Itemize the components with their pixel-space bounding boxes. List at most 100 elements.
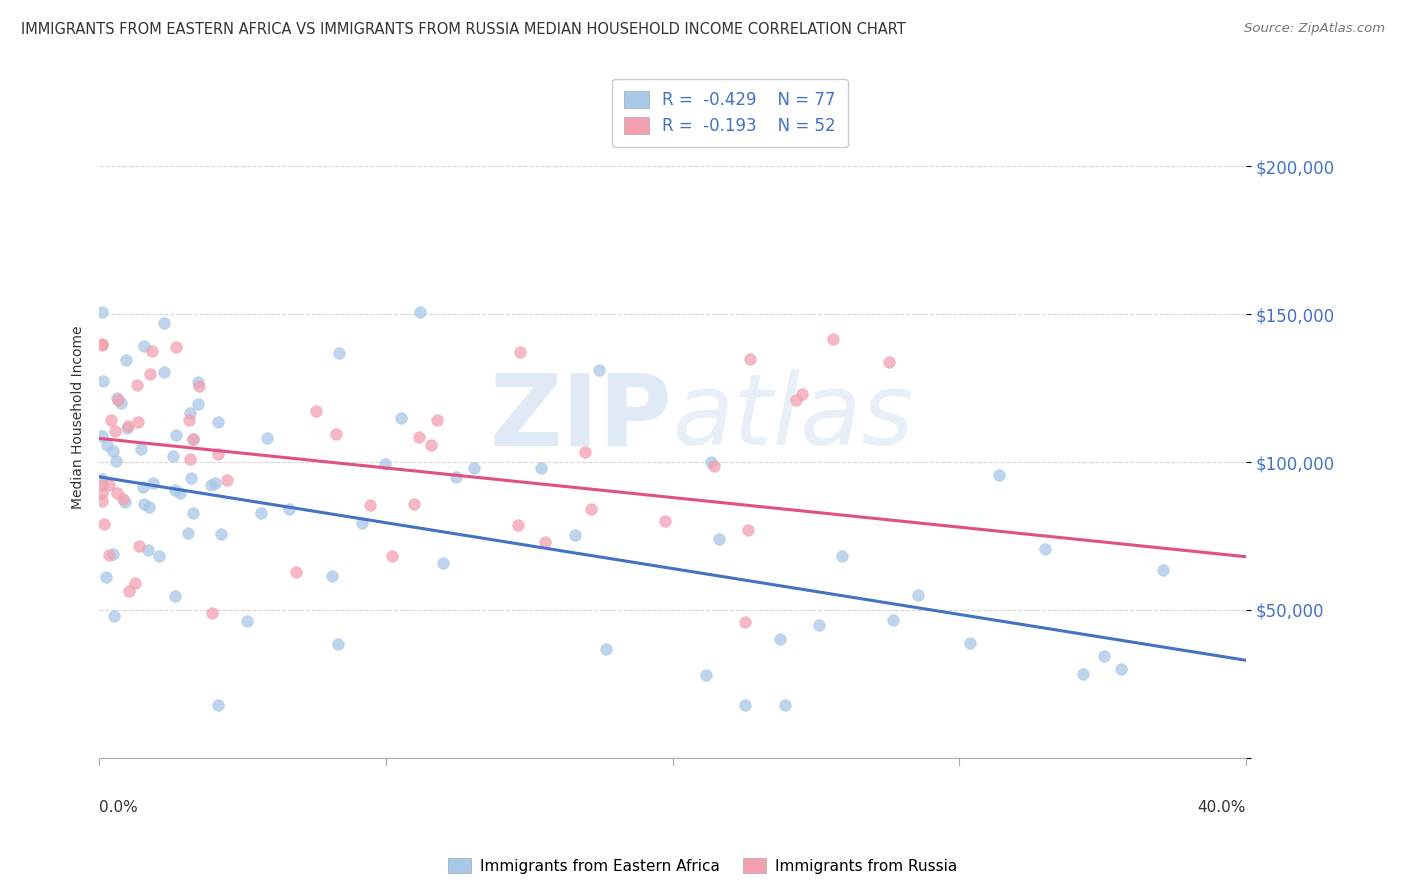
Point xyxy=(200,478,222,492)
Point xyxy=(773,698,796,712)
Point xyxy=(709,532,731,546)
Point xyxy=(579,502,602,516)
Point xyxy=(134,497,156,511)
Point xyxy=(91,374,114,388)
Point xyxy=(734,615,756,629)
Point xyxy=(530,461,553,475)
Point xyxy=(91,338,114,352)
Point xyxy=(588,363,610,377)
Point xyxy=(703,458,725,473)
Point xyxy=(93,516,115,531)
Point xyxy=(215,473,238,487)
Point xyxy=(408,430,430,444)
Point xyxy=(153,365,176,379)
Point xyxy=(831,549,853,564)
Point xyxy=(207,698,229,712)
Point xyxy=(115,353,138,368)
Point xyxy=(506,518,529,533)
Point xyxy=(91,478,114,492)
Point xyxy=(235,614,257,628)
Point xyxy=(148,549,170,563)
Point xyxy=(426,413,449,427)
Point xyxy=(737,523,759,537)
Point xyxy=(695,667,717,681)
Point xyxy=(179,452,201,467)
Point xyxy=(284,566,307,580)
Point xyxy=(328,637,350,651)
Point xyxy=(1152,563,1174,577)
Text: 0.0%: 0.0% xyxy=(100,799,138,814)
Point xyxy=(117,419,139,434)
Point xyxy=(907,588,929,602)
Point xyxy=(574,445,596,459)
Point xyxy=(738,351,761,366)
Point xyxy=(201,606,224,620)
Point xyxy=(785,393,807,408)
Point xyxy=(204,476,226,491)
Text: Source: ZipAtlas.com: Source: ZipAtlas.com xyxy=(1244,22,1385,36)
Text: 40.0%: 40.0% xyxy=(1198,799,1246,814)
Point xyxy=(321,568,343,582)
Point xyxy=(734,698,756,712)
Point xyxy=(139,368,162,382)
Point xyxy=(654,515,676,529)
Point xyxy=(534,535,557,549)
Point xyxy=(374,457,396,471)
Point xyxy=(101,443,124,458)
Point xyxy=(125,377,148,392)
Point xyxy=(118,584,141,599)
Point xyxy=(187,397,209,411)
Point xyxy=(129,442,152,456)
Point xyxy=(1094,648,1116,663)
Point xyxy=(117,421,139,435)
Point xyxy=(988,467,1011,482)
Point xyxy=(165,590,187,604)
Point xyxy=(595,642,617,657)
Point xyxy=(153,316,176,330)
Point xyxy=(278,502,301,516)
Point xyxy=(91,429,114,443)
Point xyxy=(104,454,127,468)
Point xyxy=(381,549,404,564)
Point xyxy=(249,506,271,520)
Point xyxy=(463,460,485,475)
Point xyxy=(98,548,121,562)
Point xyxy=(256,431,278,445)
Point xyxy=(100,413,122,427)
Point xyxy=(103,609,125,624)
Point xyxy=(104,424,127,438)
Point xyxy=(162,450,184,464)
Point xyxy=(165,428,187,442)
Point xyxy=(409,304,432,318)
Point xyxy=(180,471,202,485)
Legend: Immigrants from Eastern Africa, Immigrants from Russia: Immigrants from Eastern Africa, Immigran… xyxy=(443,852,963,880)
Point xyxy=(141,344,163,359)
Point xyxy=(187,378,209,392)
Point xyxy=(877,354,900,368)
Point xyxy=(98,477,121,491)
Legend: R =  -0.429    N = 77, R =  -0.193    N = 52: R = -0.429 N = 77, R = -0.193 N = 52 xyxy=(612,79,848,147)
Point xyxy=(124,576,146,591)
Point xyxy=(1109,662,1132,676)
Point xyxy=(91,304,114,318)
Point xyxy=(142,475,165,490)
Point xyxy=(207,415,229,429)
Point xyxy=(91,494,114,508)
Point xyxy=(136,542,159,557)
Point xyxy=(110,396,132,410)
Point xyxy=(325,426,347,441)
Point xyxy=(111,492,134,507)
Point xyxy=(564,528,586,542)
Point xyxy=(132,480,155,494)
Point xyxy=(181,506,204,520)
Point xyxy=(821,332,844,346)
Point xyxy=(444,470,467,484)
Point xyxy=(91,336,114,351)
Point xyxy=(169,486,191,500)
Point xyxy=(209,527,232,541)
Point xyxy=(959,636,981,650)
Point xyxy=(181,432,204,446)
Point xyxy=(402,497,425,511)
Point xyxy=(808,618,831,632)
Point xyxy=(114,495,136,509)
